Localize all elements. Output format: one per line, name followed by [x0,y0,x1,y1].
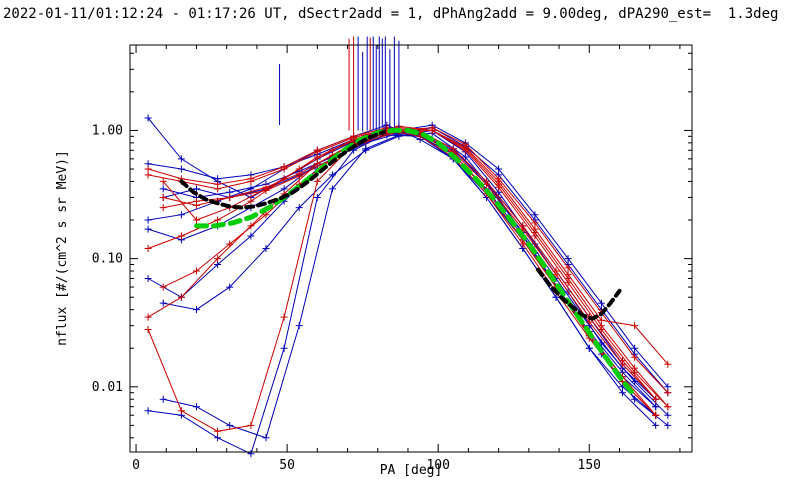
x-tick-label: 100 [426,458,449,473]
series-markers-red-9 [144,125,660,435]
series-markers-blue-6 [144,114,660,403]
x-tick-label: 150 [578,458,601,473]
x-axis-label: PA [deg] [380,463,443,478]
series-line-red-2 [163,127,669,394]
series-line-blue-7 [163,124,669,388]
series-line-red-5 [147,127,657,400]
series-line-red-3 [147,129,657,416]
series-markers-red-5 [144,124,660,403]
series-line-red-9 [147,128,657,432]
y-tick-label: 0.01 [92,380,123,395]
fit-curve-black-left [179,130,386,210]
y-axis-label: nflux [#/(cm^2 s sr MeV)] [55,150,70,346]
x-tick-label: 0 [132,458,140,473]
series-line-blue-2 [163,127,669,394]
fit-curve-black-right [535,267,622,321]
series-markers-blue-8 [144,121,660,411]
series-line-blue-8 [148,124,657,408]
series-markers-red-8 [159,122,672,411]
series-line-red-8 [162,125,669,408]
series-line-blue-1 [148,129,657,400]
series-line-red-4 [162,127,669,408]
series-markers-red-7 [144,126,660,419]
plot-box [129,44,693,453]
series-line-red-7 [147,129,657,416]
series-markers-blue-1 [144,126,660,403]
series-line-blue-3 [147,134,657,408]
series-markers-red-4 [159,124,672,411]
y-tick-label: 0.10 [92,252,123,267]
series-markers-red-1 [144,125,660,403]
series-markers-blue-4 [144,128,660,419]
series-line-red-1 [148,128,657,400]
fit-curve-green [194,127,638,399]
series-markers-blue-7 [159,121,672,391]
series-markers-blue-5 [159,126,672,419]
series-line-blue-10 [163,132,669,439]
series-markers-blue-3 [144,131,660,411]
y-tick-label: 1.00 [92,123,123,138]
series-line-blue-9 [148,132,657,455]
plot-title: 2022-01-11/01:12:24 - 01:17:26 UT, dSect… [3,6,779,22]
series-line-blue-5 [163,129,669,416]
series-markers-red-3 [144,126,660,419]
x-tick-label: 50 [279,458,295,473]
